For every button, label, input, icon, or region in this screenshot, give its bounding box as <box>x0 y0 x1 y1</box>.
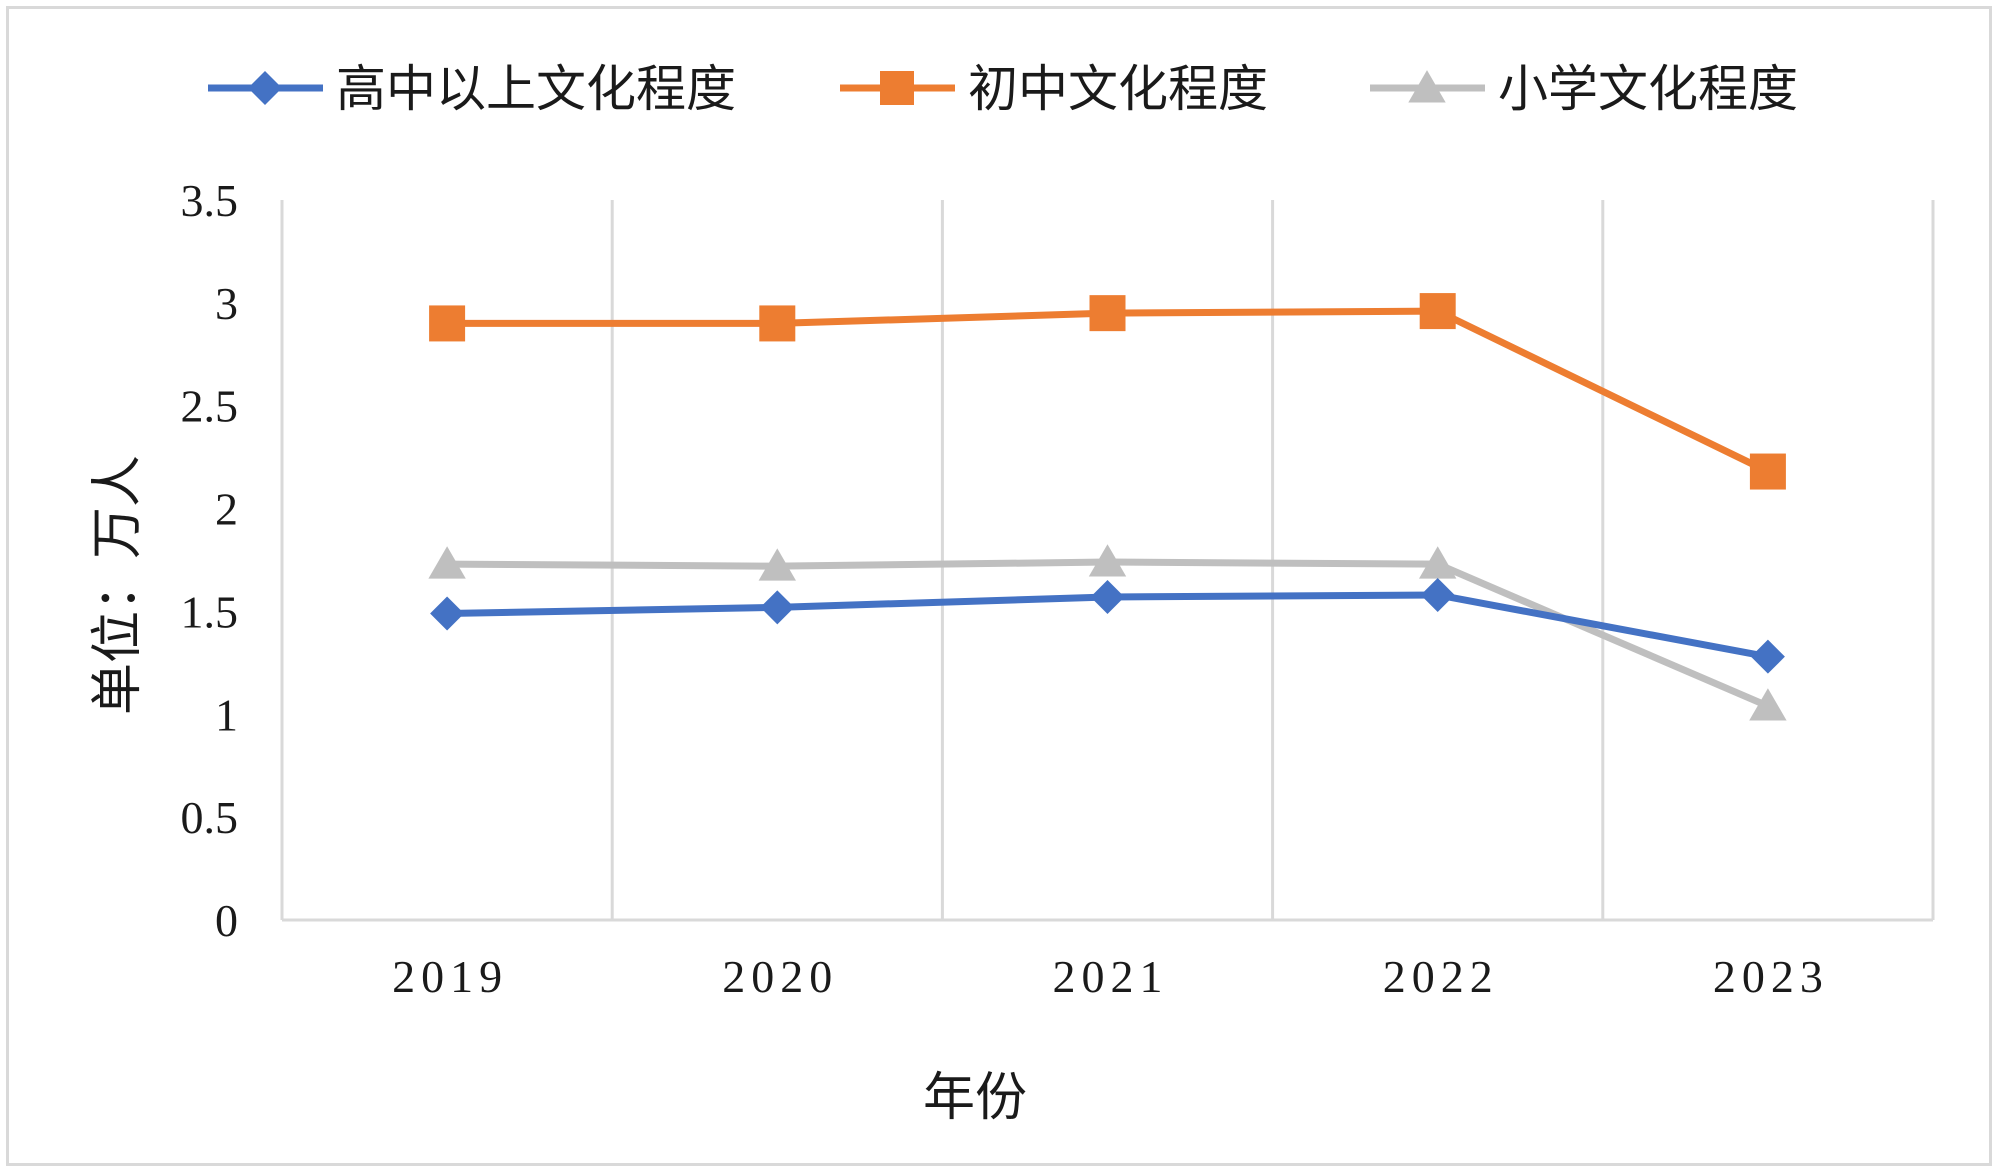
y-tick-label: 1 <box>215 689 238 740</box>
y-tick-label: 0 <box>215 895 238 946</box>
data-point-marker <box>1749 688 1787 721</box>
series-2 <box>429 293 1786 490</box>
x-tick-label: 2019 <box>392 951 508 1002</box>
legend-label: 高中以上文化程度 <box>336 60 736 118</box>
y-tick-label: 3 <box>215 278 238 329</box>
data-point-marker <box>430 596 465 631</box>
y-tick-label: 2.5 <box>181 381 239 432</box>
data-point-marker <box>1419 546 1457 579</box>
data-point-marker <box>758 548 796 581</box>
series-3 <box>428 544 1787 721</box>
legend-item-2: 初中文化程度 <box>840 60 1268 118</box>
x-axis-ticks: 2019 2020 2021 2022 2023 <box>392 951 1829 1002</box>
data-point-marker <box>429 305 466 342</box>
data-point-marker <box>1090 580 1125 615</box>
data-point-marker <box>1089 295 1126 332</box>
legend-swatch-marker <box>248 71 282 105</box>
data-point-marker <box>428 546 466 579</box>
x-axis-title: 年份 <box>923 1068 1027 1128</box>
legend-item-3: 小学文化程度 <box>1370 60 1798 118</box>
legend-swatch-marker <box>880 71 914 105</box>
x-tick-label: 2023 <box>1713 951 1829 1002</box>
x-tick-label: 2020 <box>722 951 838 1002</box>
chart-frame <box>6 6 1992 1166</box>
series-1 <box>430 577 1785 674</box>
data-point-marker <box>1420 577 1455 612</box>
legend-item-1: 高中以上文化程度 <box>208 60 736 118</box>
y-axis-title: 单位：万人 <box>88 455 148 715</box>
series-line <box>447 307 1770 475</box>
x-tick-label: 2022 <box>1383 951 1499 1002</box>
series-group <box>428 293 1787 721</box>
data-point-marker <box>759 305 796 342</box>
y-tick-label: 3.5 <box>181 175 239 226</box>
y-axis-ticks: 0 0.5 1 1.5 2 2.5 3 3.5 <box>181 175 239 946</box>
data-point-marker <box>1419 293 1456 330</box>
data-point-marker <box>760 590 795 625</box>
legend-label: 初中文化程度 <box>968 60 1268 118</box>
data-point-marker <box>1088 544 1127 577</box>
x-tick-label: 2021 <box>1053 951 1169 1002</box>
data-point-marker <box>1749 453 1786 490</box>
legend-swatch-marker <box>1408 70 1446 103</box>
y-tick-label: 2 <box>215 484 238 535</box>
data-point-marker <box>1750 639 1785 674</box>
legend-label: 小学文化程度 <box>1498 60 1798 118</box>
y-tick-label: 0.5 <box>181 792 239 843</box>
legend: 高中以上文化程度 初中文化程度 小学文化程度 <box>208 60 1798 118</box>
y-tick-label: 1.5 <box>181 586 239 637</box>
